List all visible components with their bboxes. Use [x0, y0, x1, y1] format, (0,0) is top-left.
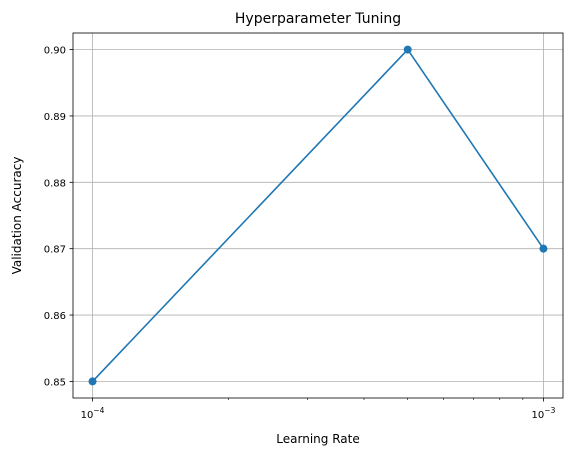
x-tick-label-exponent: −3: [544, 406, 555, 415]
x-tick-label-base: 10: [81, 410, 94, 421]
y-tick-label: 0.90: [44, 46, 66, 57]
y-tick-label: 0.88: [44, 178, 66, 189]
data-point: [539, 244, 548, 253]
y-axis-label: Validation Accuracy: [10, 157, 24, 275]
data-point: [403, 45, 412, 54]
y-tick-label: 0.87: [44, 245, 66, 256]
grid-lines: [73, 33, 563, 398]
x-axis-label: Learning Rate: [276, 432, 359, 446]
data-point: [88, 377, 97, 386]
plot-frame: [72, 32, 564, 399]
y-tick-label: 0.85: [44, 377, 66, 388]
x-tick-label: 10−3: [532, 406, 556, 421]
y-tick-label: 0.86: [44, 311, 66, 322]
series-layer: [88, 45, 548, 386]
y-tick-label: 0.89: [44, 112, 66, 123]
series-line: [91, 48, 545, 382]
x-tick-label-base: 10: [532, 410, 545, 421]
x-tick-label: 10−4: [81, 406, 105, 421]
x-tick-label-exponent: −4: [93, 406, 104, 415]
chart-title: Hyperparameter Tuning: [235, 11, 401, 27]
